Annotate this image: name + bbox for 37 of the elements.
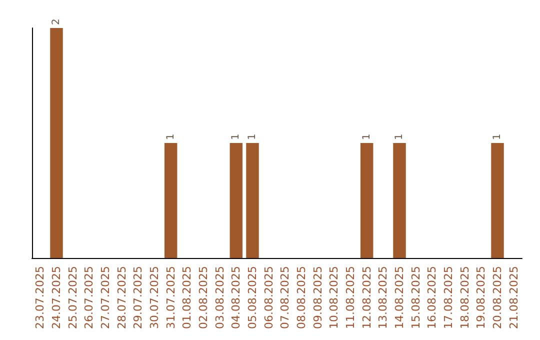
x-tick-label: 25.07.2025 [66,266,80,330]
x-tick-label: 21.08.2025 [507,266,520,330]
x-tick-label: 13.08.2025 [376,266,390,330]
x-tick-label: 27.07.2025 [99,266,112,330]
x-tick-label: 07.08.2025 [278,266,292,330]
x-tick-label: 11.08.2025 [344,266,357,330]
data-label: 1 [394,134,405,140]
x-tick-label: 14.08.2025 [393,266,406,330]
x-tick-label: 16.08.2025 [426,266,439,330]
data-label: 1 [361,134,372,140]
x-tick-label: 19.08.2025 [474,266,488,330]
x-tick-label: 02.08.2025 [197,266,210,330]
x-tick-label: 01.08.2025 [180,266,194,330]
x-tick-label: 05.08.2025 [246,266,259,330]
x-tick-label: 08.08.2025 [295,266,308,330]
data-label: 1 [492,134,503,140]
data-label: 1 [230,134,242,140]
data-label: 1 [247,134,258,140]
x-tick-label: 09.08.2025 [311,266,324,330]
x-tick-label: 20.08.2025 [491,266,504,330]
x-tick-label: 03.08.2025 [213,266,226,330]
x-tick-label: 06.08.2025 [262,266,276,330]
x-tick-label: 12.08.2025 [360,266,374,330]
x-tick-label: 15.08.2025 [409,266,422,330]
x-tick-label: 26.07.2025 [82,266,96,330]
data-label: 2 [51,18,62,25]
x-tick-label: 10.08.2025 [328,266,341,330]
x-tick-label: 04.08.2025 [230,266,243,330]
x-tick-label: 30.07.2025 [148,266,161,330]
x-tick-label: 17.08.2025 [442,266,455,330]
x-tick-label: 29.07.2025 [132,266,145,330]
x-tick-label: 24.07.2025 [50,266,63,330]
x-tick-label: 28.07.2025 [115,266,128,330]
x-tick-label: 18.08.2025 [458,266,472,330]
x-tick-label: 23.07.2025 [34,266,47,330]
x-tick-label: 31.07.2025 [164,266,178,330]
data-label: 1 [165,134,176,140]
